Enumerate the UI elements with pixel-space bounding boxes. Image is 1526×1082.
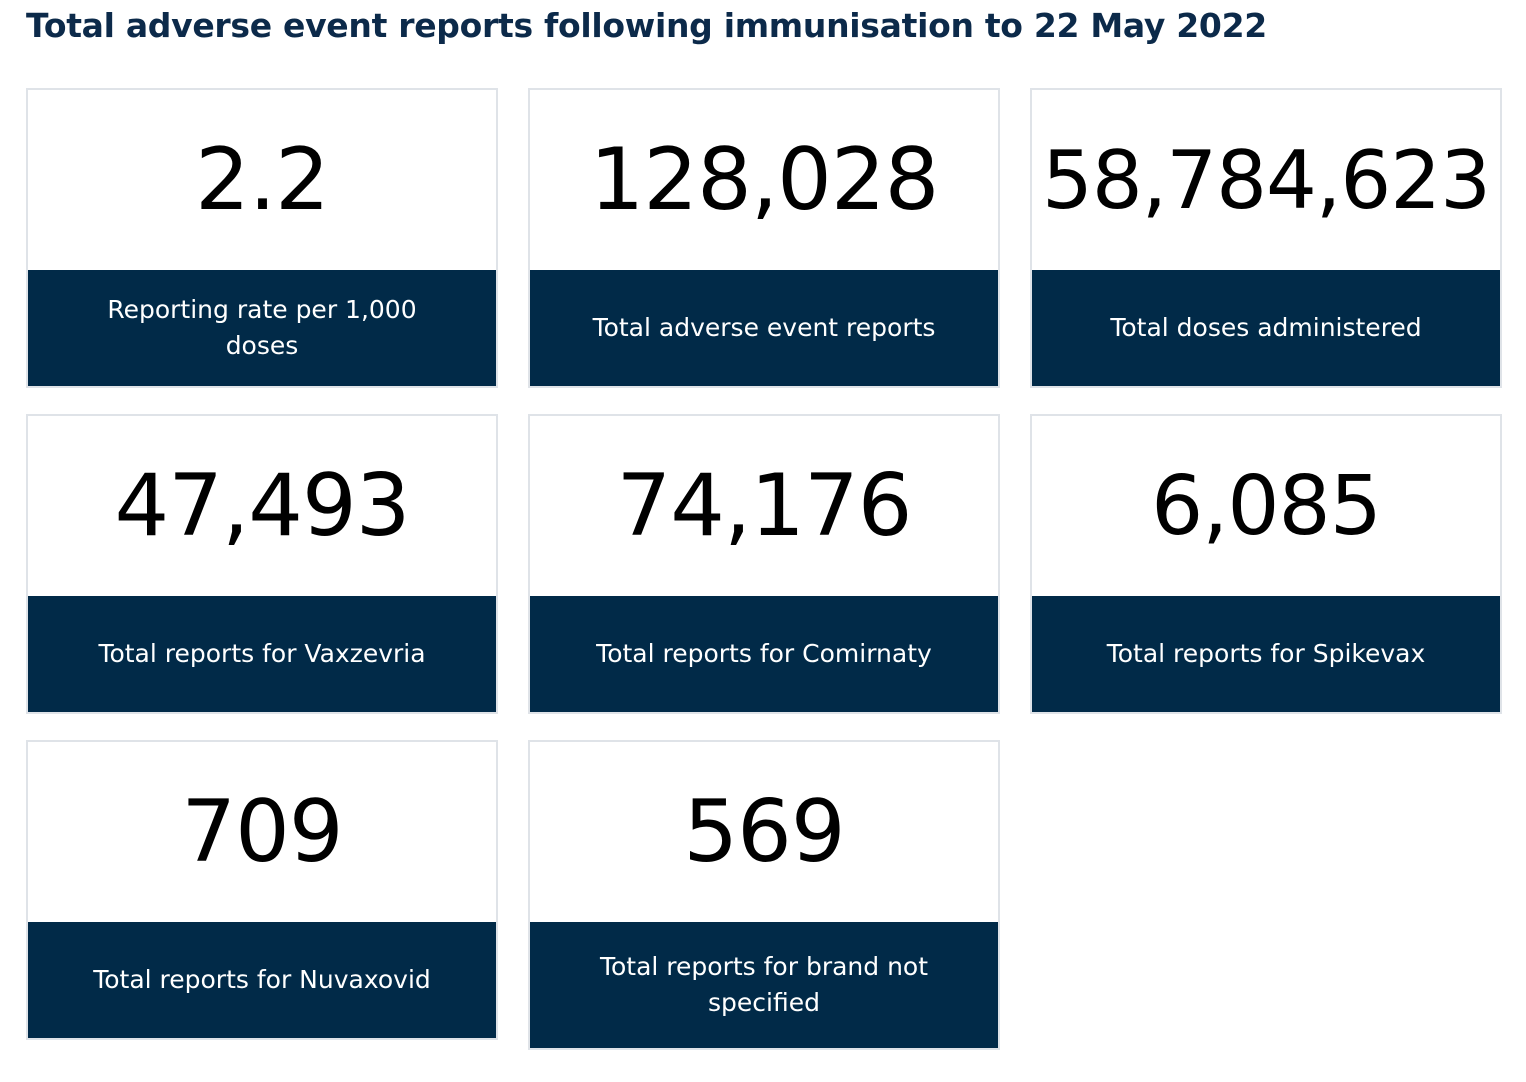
- stat-label: Total reports for brand not specified: [530, 922, 998, 1048]
- stat-label: Total reports for Vaxzevria: [28, 596, 496, 712]
- stat-value: 569: [683, 782, 845, 882]
- stat-card-comirnaty: 74,176 Total reports for Comirnaty: [528, 414, 1000, 714]
- stat-card-nuvaxovid: 709 Total reports for Nuvaxovid: [26, 740, 498, 1040]
- page-title: Total adverse event reports following im…: [26, 6, 1267, 45]
- stat-label: Total reports for Comirnaty: [530, 596, 998, 712]
- stat-card-total-doses-administered: 58,784,623 Total doses administered: [1030, 88, 1502, 388]
- stat-value: 58,784,623: [1041, 133, 1491, 227]
- stat-value: 709: [181, 782, 343, 882]
- stat-label: Reporting rate per 1,000 doses: [28, 270, 496, 386]
- stat-label: Total doses administered: [1032, 270, 1500, 386]
- stat-card-reporting-rate: 2.2 Reporting rate per 1,000 doses: [26, 88, 498, 388]
- stat-value: 6,085: [1151, 458, 1382, 554]
- stat-value: 74,176: [616, 456, 913, 556]
- stat-card-total-adverse-event-reports: 128,028 Total adverse event reports: [528, 88, 1000, 388]
- stat-card-vaxzevria: 47,493 Total reports for Vaxzevria: [26, 414, 498, 714]
- stat-value: 2.2: [195, 130, 330, 230]
- stat-card-brand-not-specified: 569 Total reports for brand not specifie…: [528, 740, 1000, 1050]
- stat-card-spikevax: 6,085 Total reports for Spikevax: [1030, 414, 1502, 714]
- stat-label: Total adverse event reports: [530, 270, 998, 386]
- stat-value: 47,493: [114, 456, 411, 556]
- stat-value: 128,028: [589, 130, 940, 230]
- stat-label: Total reports for Nuvaxovid: [28, 922, 496, 1038]
- stat-label: Total reports for Spikevax: [1032, 596, 1500, 712]
